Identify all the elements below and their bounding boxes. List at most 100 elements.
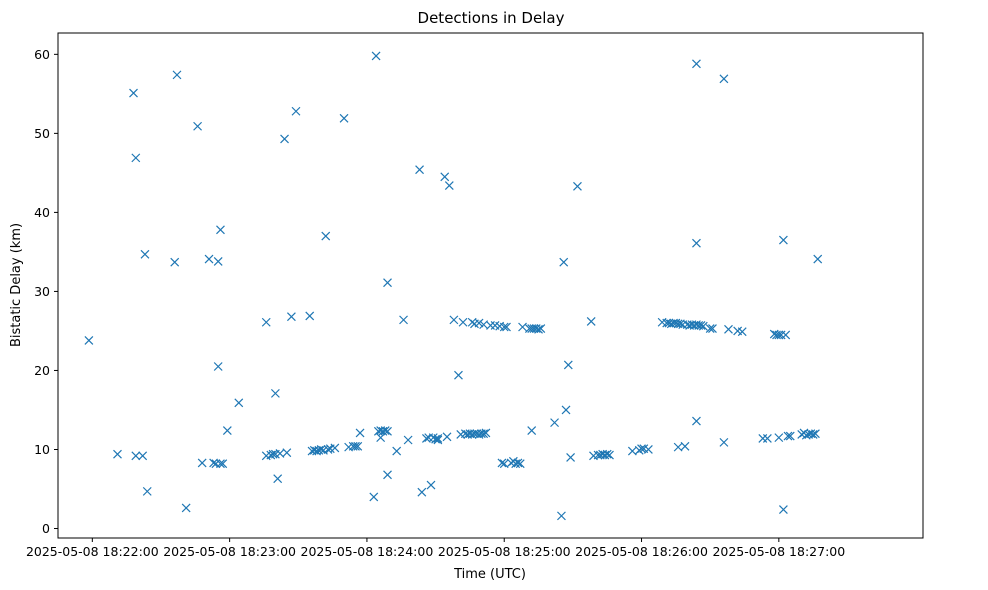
data-point — [692, 416, 701, 426]
data-point — [330, 443, 340, 453]
y-axis-ticks: 0 10 20 30 40 50 60 — [34, 47, 58, 536]
data-point — [280, 134, 289, 144]
plot-area — [58, 33, 923, 538]
data-point — [458, 317, 468, 327]
data-point — [197, 458, 207, 468]
y-tick-label: 0 — [42, 521, 50, 536]
data-point — [479, 429, 489, 439]
data-point — [216, 225, 225, 235]
data-point — [369, 492, 379, 502]
y-tick-label: 10 — [34, 442, 50, 457]
data-point — [131, 451, 141, 461]
data-point — [417, 487, 427, 497]
data-point — [737, 327, 747, 337]
data-point — [355, 428, 365, 438]
data-point — [204, 254, 214, 264]
data-point — [586, 317, 596, 326]
y-tick-label: 60 — [34, 47, 50, 62]
data-point — [222, 426, 232, 435]
data-point — [497, 458, 507, 468]
data-point — [321, 231, 331, 241]
data-point — [433, 435, 443, 445]
data-point — [719, 437, 729, 447]
data-point — [353, 441, 363, 451]
data-point — [515, 459, 525, 469]
data-point — [113, 449, 122, 459]
data-point — [692, 59, 701, 69]
x-tick-label: 2025-05-08 18:22:00 — [26, 544, 159, 559]
data-point — [605, 450, 614, 460]
data-point — [513, 458, 523, 468]
data-point — [566, 452, 576, 462]
x-tick-label: 2025-05-08 18:24:00 — [301, 544, 434, 559]
data-point — [499, 322, 509, 332]
data-point — [351, 441, 360, 451]
data-point — [305, 311, 315, 321]
data-point — [84, 336, 94, 345]
data-point — [563, 360, 573, 370]
data-point — [643, 445, 653, 454]
data-point — [399, 315, 408, 325]
data-point — [442, 432, 452, 442]
data-point — [270, 388, 280, 398]
y-tick-label: 50 — [34, 126, 50, 141]
data-point — [142, 486, 152, 496]
data-point — [286, 312, 296, 322]
data-point — [559, 257, 569, 267]
data-point — [383, 426, 392, 436]
data-point — [708, 324, 717, 333]
data-point — [602, 449, 612, 459]
chart-title: Detections in Delay — [418, 9, 565, 27]
y-tick-label: 30 — [34, 284, 50, 299]
data-point — [213, 256, 223, 266]
data-point — [426, 480, 436, 490]
data-point — [534, 324, 543, 334]
data-point — [403, 435, 413, 445]
data-point — [573, 181, 582, 191]
data-point — [415, 165, 424, 175]
data-point — [550, 418, 559, 428]
data-point — [785, 431, 795, 441]
data-point — [140, 249, 150, 259]
data-point — [213, 362, 223, 371]
data-point — [444, 181, 454, 190]
data-point — [392, 446, 402, 456]
data-point — [696, 320, 706, 330]
data-point — [380, 426, 390, 435]
data-point — [339, 113, 349, 123]
data-point — [783, 431, 793, 441]
x-tick-label: 2025-05-08 18:25:00 — [438, 544, 571, 559]
data-point — [316, 445, 326, 454]
data-point — [131, 153, 141, 163]
data-point — [774, 433, 784, 443]
data-point — [282, 448, 292, 458]
data-point — [502, 322, 511, 332]
x-tick-label: 2025-05-08 18:27:00 — [712, 544, 845, 559]
data-points — [84, 51, 823, 521]
data-point — [454, 370, 463, 380]
data-point — [172, 70, 182, 80]
data-point — [216, 459, 225, 469]
data-point — [781, 330, 791, 340]
plot-frame — [57, 32, 924, 539]
data-point — [557, 511, 566, 521]
data-point — [561, 405, 571, 415]
data-point — [323, 445, 333, 454]
data-point — [774, 330, 784, 340]
data-point — [261, 317, 271, 327]
data-point — [719, 74, 729, 84]
data-point — [680, 441, 690, 451]
data-point — [234, 398, 244, 408]
data-point — [181, 503, 191, 513]
data-point — [698, 321, 708, 331]
data-point — [449, 315, 459, 325]
data-point — [813, 254, 823, 264]
data-point — [170, 257, 180, 267]
data-point — [481, 428, 491, 438]
y-axis-label: Bistatic Delay (km) — [9, 223, 24, 347]
data-point — [371, 51, 381, 61]
data-point — [692, 238, 701, 248]
data-point — [431, 434, 441, 444]
data-point — [762, 433, 772, 443]
